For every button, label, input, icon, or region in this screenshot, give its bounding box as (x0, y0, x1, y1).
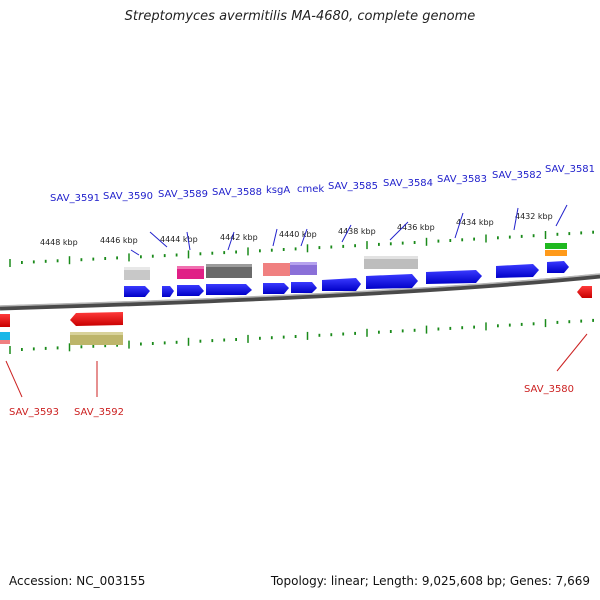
gene-label[interactable]: SAV_3592 (74, 407, 124, 418)
gene-arrow-forward[interactable] (291, 282, 317, 293)
feature-box-darkgray[interactable] (206, 264, 252, 278)
gene-arrow-forward[interactable] (547, 261, 569, 273)
gene-label[interactable]: SAV_3593 (9, 407, 59, 418)
gene-label[interactable]: SAV_3591 (50, 193, 100, 204)
feature-box-pink[interactable] (0, 340, 10, 344)
reverse-genes (0, 286, 592, 345)
scale-ticks-lower (9, 318, 594, 354)
gene-arrow-forward[interactable] (263, 283, 289, 294)
scale-label: 4438 kbp (338, 227, 376, 236)
feature-box-green[interactable] (545, 243, 567, 249)
forward-genes (124, 261, 569, 297)
label-leaders (5, 204, 588, 398)
scale-label: 4442 kbp (220, 233, 258, 242)
gene-arrow-reverse[interactable] (577, 286, 592, 298)
gene-labels-reverse: SAV_3593 SAV_3592 SAV_3580 (9, 384, 574, 418)
gene-label[interactable]: SAV_3580 (524, 384, 574, 395)
gene-arrow-forward[interactable] (322, 278, 361, 291)
feature-box-gray[interactable] (124, 267, 150, 280)
scale-label: 4448 kbp (40, 238, 78, 247)
feature-box-lightgray[interactable] (364, 256, 418, 269)
scale-labels: 4448 kbp 4446 kbp 4444 kbp 4442 kbp 4440… (40, 212, 553, 247)
gene-arrow-forward[interactable] (366, 274, 418, 289)
gene-label[interactable]: SAV_3581 (545, 164, 595, 175)
chromosome-backbone-highlight (0, 273, 600, 307)
feature-box-cyan[interactable] (0, 332, 10, 340)
scale-label: 4436 kbp (397, 223, 435, 232)
scale-label: 4440 kbp (279, 230, 317, 239)
gene-label[interactable]: SAV_3590 (103, 191, 153, 202)
gene-label[interactable]: SAV_3582 (492, 170, 542, 181)
gene-arrow-forward[interactable] (177, 285, 204, 296)
feature-box-salmon[interactable] (263, 263, 290, 276)
gene-arrow-reverse[interactable] (70, 312, 123, 326)
feature-track-upper (124, 243, 567, 280)
gene-label[interactable]: SAV_3589 (158, 189, 208, 200)
scale-label: 4444 kbp (160, 235, 198, 244)
chromosome-backbone (0, 273, 600, 311)
gene-label[interactable]: SAV_3588 (212, 187, 262, 198)
feature-box-magenta[interactable] (177, 266, 204, 279)
gene-label[interactable]: SAV_3583 (437, 174, 487, 185)
feature-box-lavender[interactable] (290, 262, 317, 275)
gene-label[interactable]: cmek (297, 184, 324, 195)
gene-arrow-forward[interactable] (426, 270, 482, 284)
genome-summary-text: Topology: linear; Length: 9,025,608 bp; … (270, 574, 590, 588)
gene-labels-forward: SAV_3591 SAV_3590 SAV_3589 SAV_3588 ksgA… (50, 164, 595, 204)
gene-label[interactable]: SAV_3585 (328, 181, 378, 192)
feature-box-olive[interactable] (70, 332, 123, 345)
gene-arrow-forward[interactable] (162, 286, 174, 297)
scale-label: 4446 kbp (100, 236, 138, 245)
genome-title: Streptomyces avermitilis MA-4680, comple… (124, 9, 476, 24)
gene-arrow-forward[interactable] (124, 286, 150, 297)
scale-label: 4434 kbp (456, 218, 494, 227)
accession-text: Accession: NC_003155 (9, 574, 146, 588)
gene-label[interactable]: SAV_3584 (383, 178, 433, 189)
gene-arrow-reverse[interactable] (0, 314, 10, 327)
gene-arrow-forward[interactable] (206, 284, 252, 295)
scale-label: 4432 kbp (515, 212, 553, 221)
gene-label[interactable]: ksgA (266, 185, 290, 196)
gene-arrow-forward[interactable] (496, 264, 539, 278)
feature-box-orange[interactable] (545, 250, 567, 256)
scale-ticks-upper (9, 230, 594, 267)
